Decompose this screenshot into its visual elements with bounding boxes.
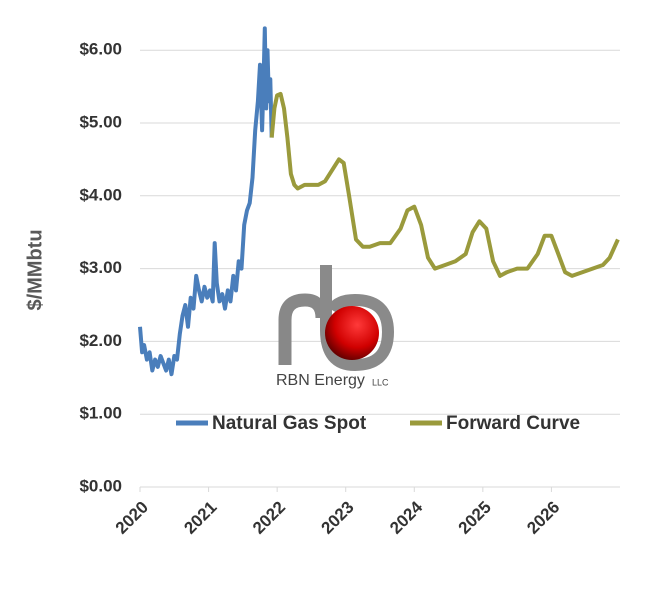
x-tick-label: 2026 (523, 498, 563, 538)
series-line (138, 26, 274, 377)
series-line (269, 91, 620, 278)
x-tick-label: 2022 (249, 498, 289, 538)
x-tick-label: 2021 (180, 498, 220, 538)
logo-suffix: LLC (372, 377, 389, 387)
x-tick-label: 2020 (112, 498, 152, 538)
logo: RBN Energy LLC (276, 265, 395, 389)
x-tick-label: 2025 (455, 498, 495, 538)
legend-label: Forward Curve (446, 413, 580, 434)
y-tick-label: $1.00 (79, 404, 122, 423)
x-tick-label: 2024 (386, 497, 427, 538)
y-tick-label: $6.00 (79, 40, 122, 59)
y-tick-label: $5.00 (79, 112, 122, 131)
y-tick-label: $4.00 (79, 185, 122, 204)
y-tick-label: $3.00 (79, 258, 122, 277)
x-tick-label: 2023 (318, 498, 358, 538)
y-axis-label: $/MMbtu (24, 229, 46, 310)
legend-label: Natural Gas Spot (212, 413, 367, 434)
logo-text: RBN Energy (276, 372, 365, 389)
y-tick-label: $2.00 (79, 331, 122, 350)
y-tick-label: $0.00 (79, 476, 122, 495)
